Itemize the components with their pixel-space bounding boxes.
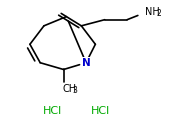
Text: 2: 2 (156, 9, 161, 18)
Text: N: N (82, 58, 90, 68)
Text: CH: CH (63, 84, 77, 94)
Text: HCl: HCl (91, 106, 111, 116)
Text: HCl: HCl (43, 106, 62, 116)
Text: 3: 3 (72, 86, 77, 95)
Text: NH: NH (145, 7, 160, 17)
